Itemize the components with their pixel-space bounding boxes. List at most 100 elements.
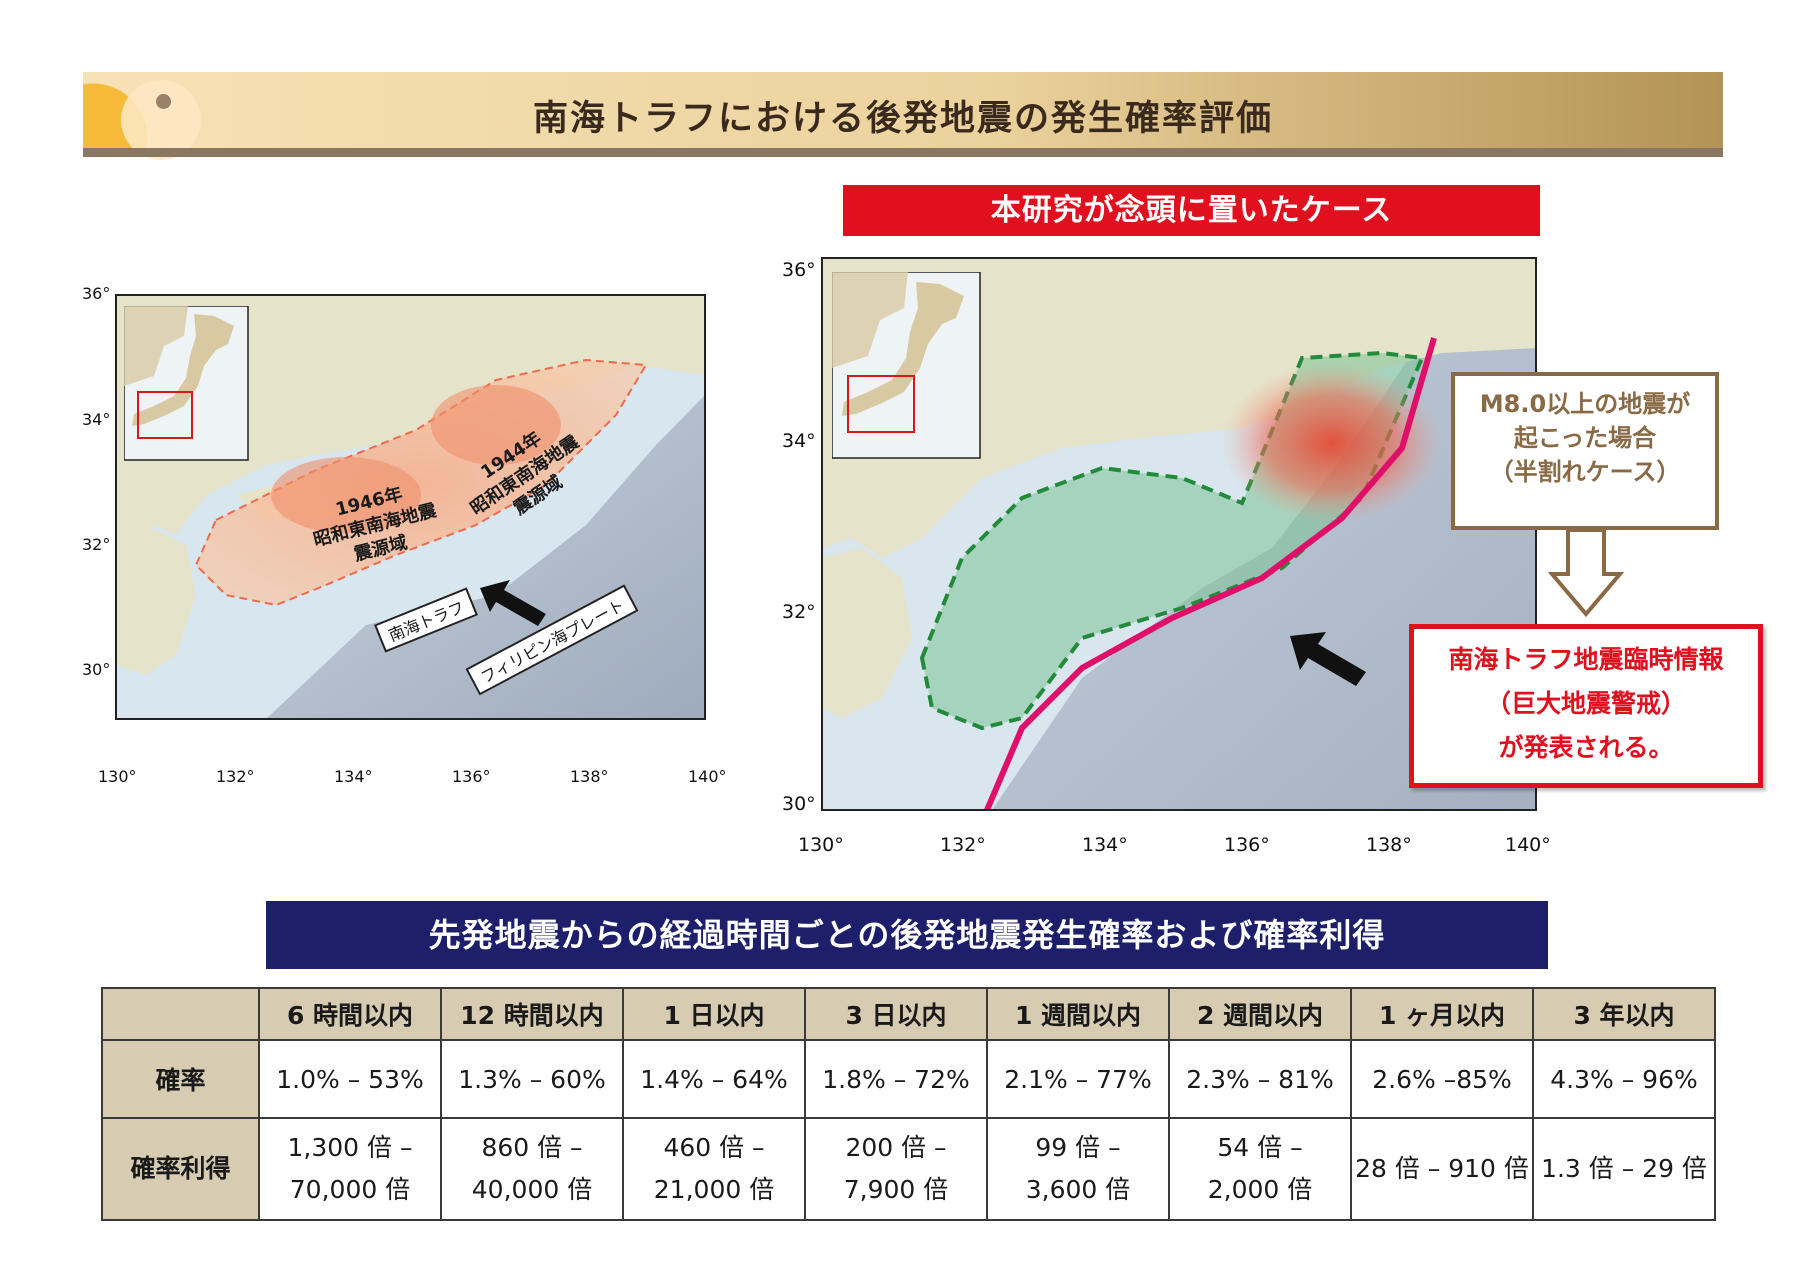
scenario-line-3: （半割れケース） — [1489, 458, 1681, 486]
left-map-honshu — [116, 295, 705, 555]
table-cell: 460 倍 – 21,000 倍 — [622, 1117, 806, 1221]
table-cell: 1.3% – 60% — [440, 1039, 624, 1119]
table-cell: 860 倍 – 40,000 倍 — [440, 1117, 624, 1221]
right-inset-focus-box — [847, 375, 915, 433]
cell-line: 2,000 倍 — [1207, 1175, 1313, 1204]
col-header: 6 時間以内 — [258, 987, 442, 1041]
cell-line: 70,000 倍 — [289, 1175, 411, 1204]
right-lat-34: 34° — [782, 430, 816, 452]
right-map: 36° 34° 32° 30° 130° 132° 134° 136° 138°… — [782, 257, 1550, 856]
cell-line: 1,300 倍 – — [287, 1133, 413, 1162]
table-cell: 28 倍 – 910 倍 — [1350, 1117, 1534, 1221]
cell-line: 1.3 倍 – 29 倍 — [1541, 1154, 1707, 1183]
left-lon-138: 138° — [570, 767, 609, 786]
header-decoration-dot — [156, 94, 171, 109]
right-inset-map — [832, 272, 981, 459]
scenario-line-1: M8.0以上の地震が — [1479, 390, 1691, 418]
row-header-probability: 確率 — [101, 1039, 260, 1119]
left-lat-30: 30° — [82, 660, 110, 679]
header-underline — [83, 148, 1723, 157]
alert-line-1: 南海トラフ地震臨時情報 — [1448, 645, 1724, 674]
cell-line: 99 倍 – — [1035, 1133, 1121, 1162]
table-cell: 54 倍 – 2,000 倍 — [1168, 1117, 1352, 1221]
table-row: 確率 1.0% – 53% 1.3% – 60% 1.4% – 64% 1.8%… — [101, 1039, 1716, 1119]
left-lon-140: 140° — [688, 767, 727, 786]
left-inset-map — [124, 306, 249, 461]
right-map-arrow-icon — [1290, 632, 1366, 686]
col-header: 1 日以内 — [622, 987, 806, 1041]
alert-line-3: が発表される。 — [1498, 733, 1674, 762]
right-lon-140: 140° — [1505, 834, 1550, 856]
header-banner: 南海トラフにおける後発地震の発生確率評価 — [83, 72, 1723, 160]
table-cell: 2.6% –85% — [1350, 1039, 1534, 1119]
col-header: 1 ヶ月以内 — [1350, 987, 1534, 1041]
alert-line-2: （巨大地震警戒） — [1485, 689, 1686, 718]
right-map-kyushu — [822, 548, 912, 718]
right-map-trough-line — [984, 337, 1437, 812]
left-map-1946-core — [271, 457, 421, 533]
table-cell: 2.1% – 77% — [986, 1039, 1170, 1119]
left-map-1944-core — [431, 385, 561, 465]
left-map-kyushu — [116, 530, 196, 675]
table-corner — [101, 987, 260, 1041]
left-map-frame — [115, 294, 706, 720]
right-map-honshu — [822, 258, 1536, 558]
scenario-box: M8.0以上の地震が 起こった場合 （半割れケース） — [1451, 372, 1719, 530]
right-lon-132: 132° — [940, 834, 986, 856]
left-lon-132: 132° — [216, 767, 255, 786]
table-cell: 1.0% – 53% — [258, 1039, 442, 1119]
right-lon-136: 136° — [1224, 834, 1270, 856]
col-header: 12 時間以内 — [440, 987, 624, 1041]
left-map-deep-sea — [266, 395, 705, 719]
table-cell: 1.3 倍 – 29 倍 — [1532, 1117, 1716, 1221]
header-decoration-ring — [121, 80, 201, 160]
cell-line: 3,600 倍 — [1025, 1175, 1131, 1204]
left-inset-focus-box — [137, 391, 193, 439]
cell-line: 200 倍 – — [845, 1133, 947, 1162]
left-lat-34: 34° — [82, 410, 110, 429]
page-title: 南海トラフにおける後発地震の発生確率評価 — [532, 99, 1273, 139]
left-lon-130: 130° — [98, 767, 137, 786]
left-map-arrow-icon — [480, 580, 546, 626]
table-cell: 99 倍 – 3,600 倍 — [986, 1117, 1170, 1221]
table-cell: 1.4% – 64% — [622, 1039, 806, 1119]
right-lon-134: 134° — [1082, 834, 1128, 856]
probability-table: 6 時間以内 12 時間以内 1 日以内 3 日以内 1 週間以内 2 週間以内… — [101, 987, 1716, 1221]
table-cell: 4.3% – 96% — [1532, 1039, 1716, 1119]
cell-line: 860 倍 – — [481, 1133, 583, 1162]
cell-line: 460 倍 – — [663, 1133, 765, 1162]
right-map-red-core — [1222, 363, 1442, 523]
left-lat-36: 36° — [82, 284, 110, 303]
right-lat-30: 30° — [782, 793, 816, 815]
table-cell: 1.8% – 72% — [804, 1039, 988, 1119]
right-map-frame — [821, 257, 1537, 811]
col-header: 3 日以内 — [804, 987, 988, 1041]
cell-line: 7,900 倍 — [843, 1175, 949, 1204]
right-lat-32: 32° — [782, 601, 816, 623]
cell-line: 54 倍 – — [1217, 1133, 1303, 1162]
col-header: 3 年以内 — [1532, 987, 1716, 1041]
cell-line: 21,000 倍 — [653, 1175, 775, 1204]
left-lon-136: 136° — [452, 767, 491, 786]
table-row: 確率利得 1,300 倍 – 70,000 倍 860 倍 – 40,000 倍 4… — [101, 1117, 1716, 1221]
scenario-line-2: 起こった場合 — [1513, 424, 1657, 452]
left-lat-32: 32° — [82, 535, 110, 554]
left-map: 36° 34° 32° 30° 130° 132° 134° 136° 138°… — [82, 284, 727, 786]
down-arrow-icon — [1548, 528, 1624, 618]
table-banner: 先発地震からの経過時間ごとの後発地震発生確率および確率利得 — [266, 901, 1548, 969]
right-lon-130: 130° — [798, 834, 844, 856]
col-header: 2 週間以内 — [1168, 987, 1352, 1041]
table-header-row: 6 時間以内 12 時間以内 1 日以内 3 日以内 1 週間以内 2 週間以内… — [101, 987, 1716, 1041]
alert-box: 南海トラフ地震臨時情報 （巨大地震警戒） が発表される。 — [1409, 624, 1763, 788]
table-cell: 2.3% – 81% — [1168, 1039, 1352, 1119]
case-banner: 本研究が念頭に置いたケース — [843, 185, 1540, 236]
cell-line: 28 倍 – 910 倍 — [1355, 1154, 1529, 1183]
right-lon-138: 138° — [1366, 834, 1412, 856]
right-lat-36: 36° — [782, 259, 816, 281]
left-lon-134: 134° — [334, 767, 373, 786]
table-cell: 200 倍 – 7,900 倍 — [804, 1117, 988, 1221]
cell-line: 40,000 倍 — [471, 1175, 593, 1204]
row-header-gain: 確率利得 — [101, 1117, 260, 1221]
table-cell: 1,300 倍 – 70,000 倍 — [258, 1117, 442, 1221]
col-header: 1 週間以内 — [986, 987, 1170, 1041]
